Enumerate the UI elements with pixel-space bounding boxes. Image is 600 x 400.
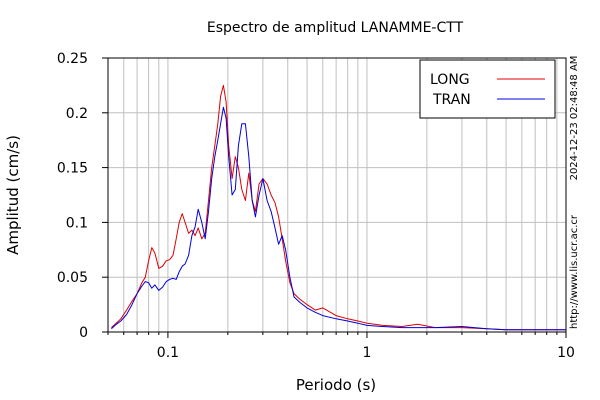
legend-box [419,59,556,119]
y-tick-label: 0.05 [57,270,88,286]
y-tick-label: 0.15 [57,161,88,177]
series-lines [111,84,566,331]
chart-title: Espectro de amplitud LANAMME-CTT [207,20,464,36]
x-axis-label: Periodo (s) [296,376,376,394]
series-line-tran [111,106,566,331]
x-axis-ticks: 0.1 1 10 [107,332,575,361]
series-line-long [111,84,566,331]
y-tick-label: 0.1 [66,215,88,231]
x-tick-label: 1 [362,345,371,361]
plot-frame [107,57,567,333]
y-axis-label: Amplitud (cm/s) [4,135,22,255]
y-axis-ticks: 0 0.05 0.1 0.15 0.2 0.25 [57,51,108,341]
legend-label-tran: TRAN [432,92,471,108]
x-tick-label: 0.1 [157,345,179,361]
legend: LONG TRAN [419,59,556,119]
timestamp-label: 2024-12-23 02:48:48 AM [569,56,580,181]
legend-label-long: LONG [430,72,470,88]
y-tick-label: 0 [79,325,88,341]
y-tick-label: 0.2 [66,106,88,122]
grid-lines [107,57,567,333]
y-tick-label: 0.25 [57,51,88,67]
source-url-label: http://www.lis.ucr.ac.cr [569,214,580,329]
x-tick-label: 10 [557,345,575,361]
